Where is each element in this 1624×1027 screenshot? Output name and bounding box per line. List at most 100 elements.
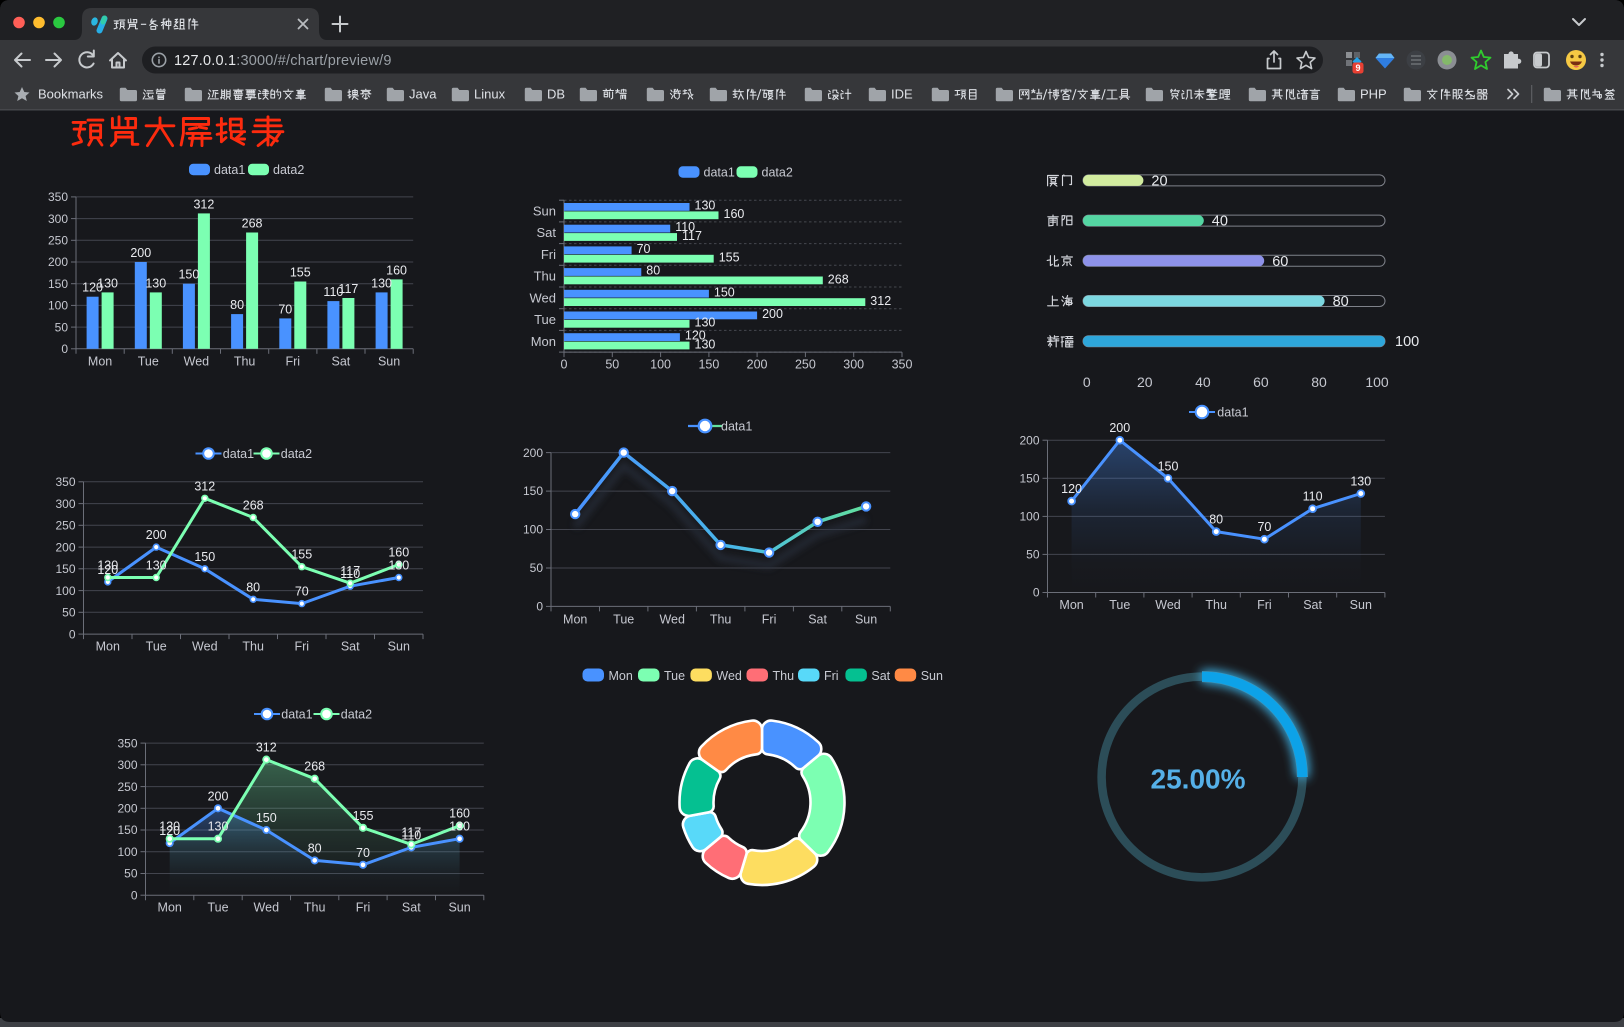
svg-text:data1: data1 (281, 707, 312, 721)
svg-text:Mon: Mon (96, 640, 120, 654)
svg-text:100: 100 (1365, 374, 1389, 390)
svg-text:130: 130 (159, 820, 180, 834)
svg-text:0: 0 (69, 627, 76, 641)
svg-text:150: 150 (1158, 459, 1179, 473)
svg-text:80: 80 (308, 841, 322, 855)
svg-text:Mon: Mon (158, 901, 182, 915)
svg-text:300: 300 (55, 497, 75, 511)
svg-text:117: 117 (340, 564, 360, 578)
svg-text:110: 110 (1303, 490, 1323, 504)
svg-text:130: 130 (145, 276, 166, 290)
svg-text:100: 100 (1395, 334, 1419, 350)
svg-text:Fri: Fri (1257, 598, 1272, 612)
svg-text:Sat: Sat (332, 354, 351, 368)
svg-text:312: 312 (256, 741, 277, 755)
svg-text:160: 160 (724, 207, 745, 221)
svg-text:160: 160 (386, 263, 407, 277)
svg-text:150: 150 (48, 277, 68, 291)
svg-text:data1: data1 (223, 447, 254, 461)
svg-text:250: 250 (55, 519, 75, 533)
svg-text:130: 130 (208, 820, 229, 834)
svg-text:200: 200 (747, 358, 768, 372)
svg-text:Tue: Tue (1109, 598, 1130, 612)
svg-text:155: 155 (719, 251, 740, 265)
svg-text:Fri: Fri (541, 247, 556, 262)
svg-text:130: 130 (449, 820, 470, 834)
svg-text:70: 70 (278, 302, 292, 316)
svg-text:70: 70 (1257, 520, 1271, 534)
svg-text:data1: data1 (1217, 405, 1248, 419)
svg-text:DB: DB (547, 87, 565, 102)
svg-text:200: 200 (48, 255, 68, 269)
svg-text:200: 200 (117, 802, 137, 816)
svg-text:Sun: Sun (1350, 598, 1372, 612)
svg-text:100: 100 (48, 299, 68, 313)
svg-text:200: 200 (130, 246, 151, 260)
svg-text:Thu: Thu (242, 640, 264, 654)
svg-text:150: 150 (178, 268, 199, 282)
svg-text:20: 20 (1151, 173, 1167, 189)
svg-text:200: 200 (762, 307, 783, 321)
svg-text:Fri: Fri (295, 640, 310, 654)
svg-text:70: 70 (356, 846, 370, 860)
svg-text:25.00%: 25.00% (1151, 764, 1246, 795)
svg-text:312: 312 (193, 197, 214, 211)
svg-text:80: 80 (646, 264, 660, 278)
svg-text:Wed: Wed (1155, 598, 1181, 612)
svg-text:70: 70 (295, 585, 309, 599)
svg-text:250: 250 (48, 234, 68, 248)
svg-text:100: 100 (117, 845, 137, 859)
svg-text:150: 150 (194, 550, 215, 564)
svg-text:268: 268 (304, 760, 325, 774)
svg-text:0: 0 (61, 342, 68, 356)
svg-text:data2: data2 (273, 163, 304, 177)
svg-text:Thu: Thu (710, 612, 732, 626)
svg-text:0: 0 (536, 600, 543, 614)
svg-text:Wed: Wed (716, 669, 742, 683)
svg-text:130: 130 (695, 337, 716, 351)
svg-text:268: 268 (828, 272, 849, 286)
svg-text:Sun: Sun (533, 204, 556, 219)
svg-text:Fri: Fri (286, 354, 301, 368)
svg-text:40: 40 (1212, 214, 1228, 230)
svg-text:80: 80 (1333, 294, 1349, 310)
svg-text:50: 50 (530, 561, 544, 575)
svg-text:200: 200 (1109, 421, 1130, 435)
svg-text:150: 150 (714, 285, 735, 299)
svg-text:150: 150 (698, 358, 719, 372)
svg-text:120: 120 (685, 329, 706, 343)
svg-text:0: 0 (561, 358, 568, 372)
svg-text:117: 117 (401, 825, 421, 839)
svg-text:Bookmarks: Bookmarks (38, 87, 104, 102)
svg-text:130: 130 (97, 559, 118, 573)
svg-text:60: 60 (1253, 374, 1269, 390)
svg-text:Sat: Sat (402, 901, 421, 915)
svg-text:60: 60 (1272, 254, 1288, 270)
svg-text:130: 130 (695, 316, 716, 330)
svg-text:Thu: Thu (773, 669, 795, 683)
svg-text:350: 350 (48, 190, 68, 204)
svg-text:Mon: Mon (563, 612, 587, 626)
svg-text:Sun: Sun (388, 640, 410, 654)
svg-text:200: 200 (146, 528, 167, 542)
svg-text:312: 312 (194, 479, 215, 493)
svg-text:117: 117 (338, 282, 358, 296)
svg-text:110: 110 (340, 567, 360, 581)
svg-text:100: 100 (55, 584, 75, 598)
svg-text:70: 70 (637, 242, 651, 256)
svg-text:150: 150 (523, 484, 543, 498)
svg-text:9: 9 (1355, 63, 1360, 73)
svg-text:130: 130 (695, 199, 716, 213)
svg-text:268: 268 (243, 499, 264, 513)
svg-text:Sat: Sat (871, 669, 890, 683)
svg-text:Sun: Sun (378, 354, 400, 368)
svg-text:350: 350 (892, 358, 913, 372)
svg-text:Thu: Thu (1205, 598, 1227, 612)
svg-text:150: 150 (256, 811, 277, 825)
svg-text:Linux: Linux (474, 87, 506, 102)
svg-text:Sat: Sat (341, 640, 360, 654)
svg-text:350: 350 (117, 736, 137, 750)
svg-text:268: 268 (242, 217, 263, 231)
svg-text:160: 160 (449, 807, 470, 821)
svg-text:Tue: Tue (534, 312, 556, 327)
